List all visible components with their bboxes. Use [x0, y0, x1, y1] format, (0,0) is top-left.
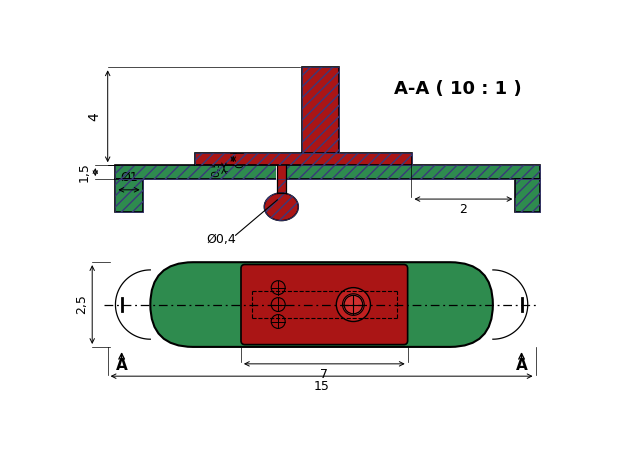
Text: Ø1: Ø1	[120, 171, 138, 184]
Text: 7: 7	[321, 368, 328, 381]
Text: A: A	[116, 358, 128, 373]
Text: 0,6: 0,6	[235, 150, 245, 168]
Bar	[115, 165, 540, 179]
Text: 4: 4	[88, 112, 101, 121]
Bar	[515, 179, 540, 212]
Bar	[195, 153, 411, 165]
Bar	[277, 179, 286, 193]
Text: 15: 15	[314, 380, 329, 393]
Text: 1,5: 1,5	[78, 162, 91, 182]
Bar	[115, 165, 540, 179]
Circle shape	[342, 294, 364, 315]
Text: A-A ( 10 : 1 ): A-A ( 10 : 1 )	[394, 80, 522, 98]
Bar	[302, 67, 339, 153]
Text: 0,5: 0,5	[212, 160, 222, 177]
Text: 2: 2	[459, 203, 468, 216]
Text: A: A	[516, 358, 528, 373]
Text: Ø0,4: Ø0,4	[207, 233, 237, 246]
Bar	[115, 179, 143, 212]
Bar	[515, 179, 540, 212]
Bar	[302, 67, 339, 153]
Bar	[195, 153, 411, 165]
Bar	[277, 165, 286, 179]
FancyBboxPatch shape	[241, 264, 408, 345]
Bar	[276, 164, 287, 180]
Text: 2,5: 2,5	[75, 295, 88, 314]
Ellipse shape	[264, 193, 299, 221]
FancyBboxPatch shape	[150, 262, 493, 347]
Bar	[277, 179, 286, 193]
Bar	[115, 179, 143, 212]
Circle shape	[336, 288, 371, 321]
